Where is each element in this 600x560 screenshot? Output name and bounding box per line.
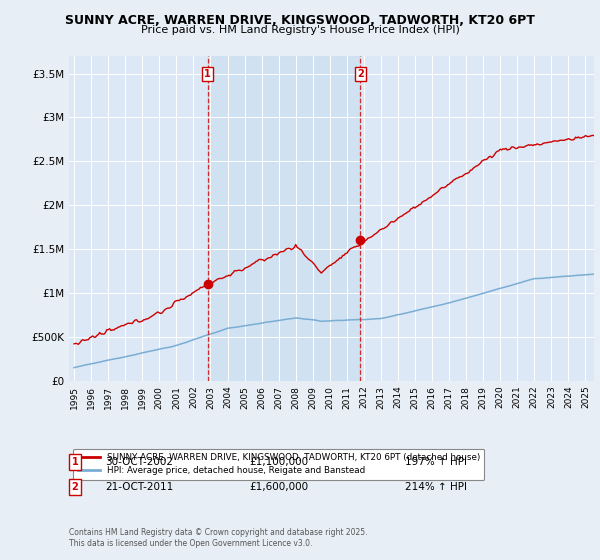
Text: Contains HM Land Registry data © Crown copyright and database right 2025.
This d: Contains HM Land Registry data © Crown c… (69, 528, 367, 548)
Text: 21-OCT-2011: 21-OCT-2011 (105, 482, 173, 492)
Text: 1: 1 (204, 69, 211, 79)
Text: £1,100,000: £1,100,000 (249, 457, 308, 467)
Text: 214% ↑ HPI: 214% ↑ HPI (405, 482, 467, 492)
Bar (208, 56, 361, 381)
Text: 30-OCT-2002: 30-OCT-2002 (105, 457, 173, 467)
Text: 1: 1 (71, 457, 79, 467)
Legend: SUNNY ACRE, WARREN DRIVE, KINGSWOOD, TADWORTH, KT20 6PT (detached house), HPI: A: SUNNY ACRE, WARREN DRIVE, KINGSWOOD, TAD… (73, 449, 484, 479)
Text: 2: 2 (357, 69, 364, 79)
Text: SUNNY ACRE, WARREN DRIVE, KINGSWOOD, TADWORTH, KT20 6PT: SUNNY ACRE, WARREN DRIVE, KINGSWOOD, TAD… (65, 14, 535, 27)
Text: Price paid vs. HM Land Registry's House Price Index (HPI): Price paid vs. HM Land Registry's House … (140, 25, 460, 35)
Text: 2: 2 (71, 482, 79, 492)
Text: 197% ↑ HPI: 197% ↑ HPI (405, 457, 467, 467)
Text: £1,600,000: £1,600,000 (249, 482, 308, 492)
